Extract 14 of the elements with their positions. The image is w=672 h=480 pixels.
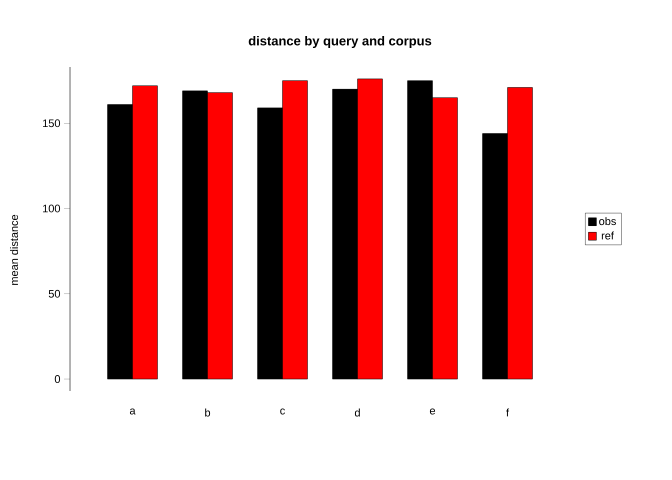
legend-label: ref (602, 231, 614, 240)
x-tick-label: a (130, 408, 136, 415)
x-tick-label: b (205, 408, 210, 417)
legend-label: obs (599, 217, 616, 226)
x-tick-label: c (280, 408, 285, 415)
x-tick-label: d (354, 408, 360, 417)
y-tick-label: 100 (43, 204, 60, 212)
y-tick-label: 150 (43, 119, 60, 128)
x-tick-label: f (506, 408, 510, 416)
chart-title: distance by query and corpus (248, 36, 432, 48)
y-tick-label: 50 (48, 290, 60, 298)
x-tick-label: e (430, 408, 436, 415)
y-axis-title: mean distance (10, 214, 18, 285)
y-tick-label: 0 (54, 375, 60, 383)
